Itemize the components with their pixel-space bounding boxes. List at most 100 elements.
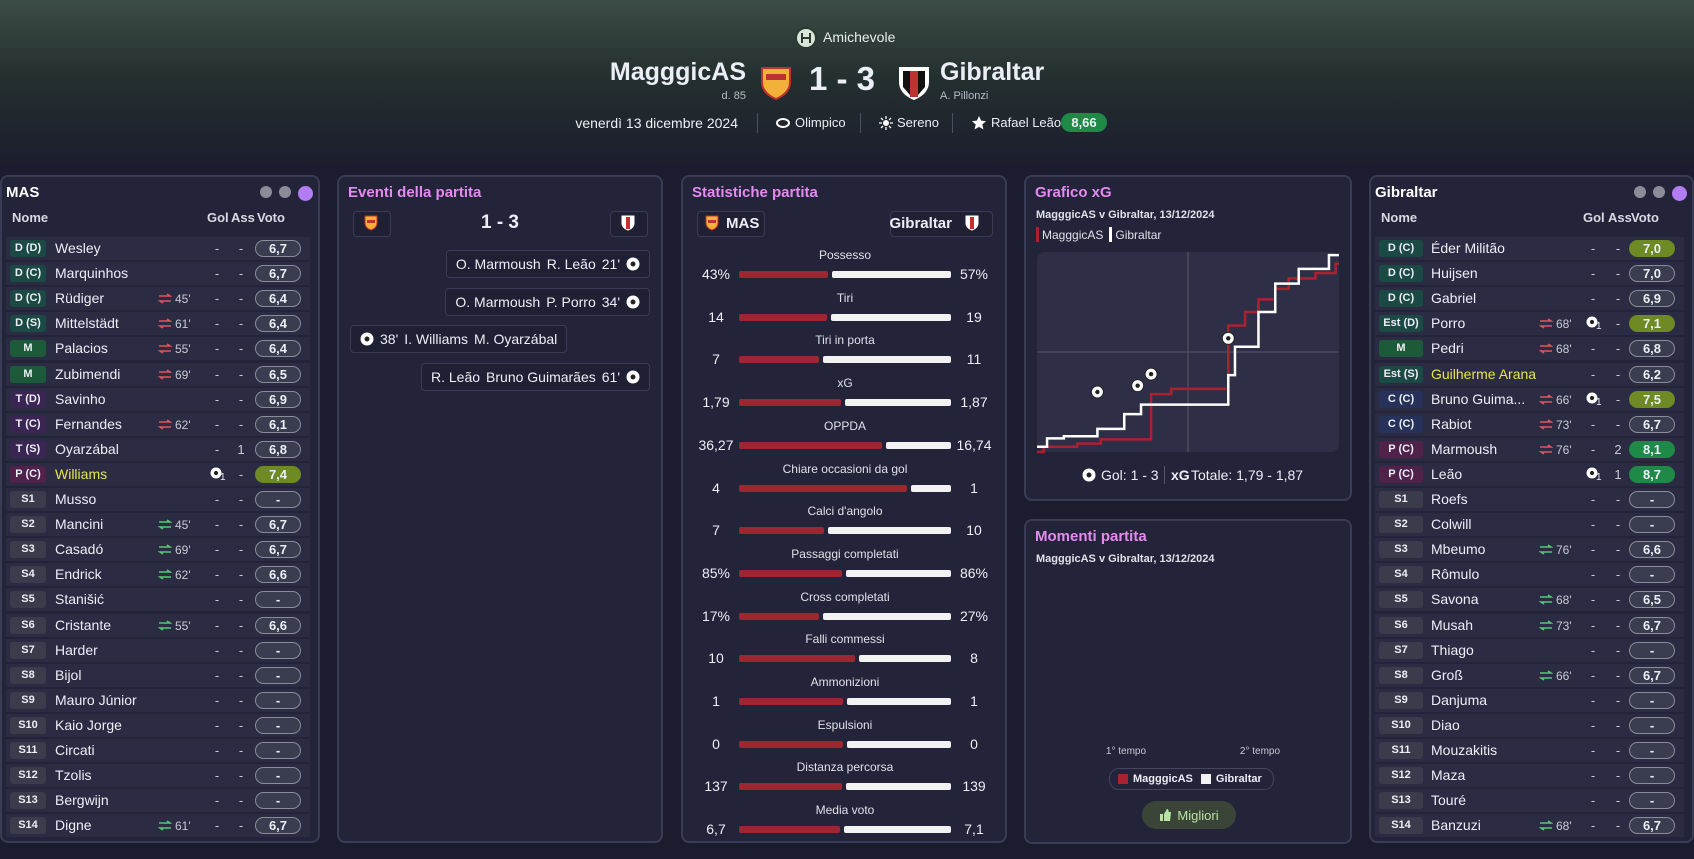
stat-label: Espulsioni (817, 717, 873, 732)
stat-bar-home (739, 527, 825, 535)
position-badge: S3 (10, 541, 46, 559)
header-ass: Ass (231, 210, 255, 225)
stat-label: OPPDA (823, 418, 866, 433)
event-scorer: O. Marmoush (455, 293, 541, 310)
position-badge: S1 (10, 491, 46, 508)
half-label: 1° tempo (1105, 746, 1147, 757)
ass: - (238, 667, 244, 683)
stat-home: 10 (708, 650, 724, 667)
stat-home: 17% (701, 607, 731, 624)
sub-icon (1539, 544, 1553, 555)
away-manager: A. Pillonzi (940, 90, 989, 102)
best-button[interactable]: Migliori (1142, 801, 1236, 829)
position-badge: D (C) (10, 290, 46, 308)
ass: - (1615, 743, 1621, 758)
player-row (6, 588, 310, 612)
gol: - (1590, 717, 1596, 733)
stat-label: Chiare occasioni da gol (782, 461, 908, 476)
player-name: Porro (1431, 315, 1466, 332)
player-name: Digne (55, 817, 92, 834)
rating-badge: 8,1 (1629, 440, 1675, 458)
player-name: Stanišić (55, 591, 105, 608)
player-row (6, 789, 310, 813)
position-badge: P (C) (10, 465, 46, 483)
ass: - (238, 592, 244, 608)
rating-badge: - (255, 691, 301, 709)
ass: - (1615, 818, 1621, 834)
rating-badge: 6,1 (255, 415, 301, 433)
panel-dot (279, 186, 291, 198)
crest (705, 215, 719, 231)
position-badge: S13 (10, 792, 46, 810)
stat-home: 7 (712, 351, 720, 368)
stat-bar-away (910, 484, 951, 492)
gol: - (214, 818, 220, 834)
position-badge: D (S) (10, 315, 46, 333)
rating-badge: - (255, 716, 301, 734)
ass: 1 (237, 441, 245, 457)
half-label: 2° tempo (1239, 746, 1281, 757)
rating-badge: 8,7 (1629, 465, 1675, 483)
sub-icon (1539, 393, 1553, 405)
player-name: Banzuzi (1431, 817, 1481, 834)
position-badge: D (D) (10, 240, 46, 257)
gol: - (1590, 818, 1596, 834)
gol: - (214, 241, 220, 256)
sub-minute: 62' (175, 417, 191, 432)
stat-bar-away (843, 826, 951, 834)
weather-icon (879, 116, 893, 130)
ass: - (238, 291, 244, 307)
player-row (1375, 638, 1684, 662)
ball-patch (1589, 395, 1595, 400)
gol: - (1590, 291, 1596, 307)
gol: - (1590, 441, 1596, 457)
sub-icon (1539, 318, 1553, 329)
player-name: Marquinhos (55, 265, 129, 282)
chart-subtitle: MagggicAS v Gibraltar, 13/12/2024 (1036, 209, 1215, 221)
rating-badge: - (255, 641, 301, 659)
stat-bar-away (846, 569, 951, 577)
thumb (1160, 809, 1172, 821)
sub-arrow (158, 519, 172, 530)
rating-badge: 6,7 (1629, 666, 1675, 684)
ass: - (1615, 391, 1621, 407)
home-team: MagggicAS (609, 58, 746, 86)
separator (757, 113, 758, 133)
sub-icon (158, 419, 172, 430)
stat-bar-away (847, 740, 951, 748)
player-name: Leão (1431, 465, 1463, 482)
player-row (6, 563, 310, 587)
stat-home: 36,27 (698, 436, 734, 453)
player-name: Mouzakitis (1431, 742, 1498, 758)
event-assist: P. Porro (546, 293, 596, 310)
position-badge: S2 (1379, 516, 1423, 534)
player-name: Rômulo (1431, 566, 1480, 583)
ass: - (238, 416, 244, 432)
sub-arrow (158, 569, 172, 580)
position-badge: S4 (1379, 566, 1423, 584)
thumb-icon (1160, 809, 1172, 821)
stat-bar-away (847, 698, 951, 705)
player-name: Mbeumo (1431, 541, 1486, 558)
header-voto: Voto (1631, 210, 1659, 225)
rating-badge: - (1629, 491, 1675, 508)
ass: - (238, 642, 244, 658)
rating-badge: 6,7 (255, 240, 301, 257)
rating-badge: - (255, 742, 301, 759)
position-badge: S7 (1379, 641, 1423, 659)
ball-patch (630, 299, 636, 304)
player-row (6, 362, 310, 386)
position-badge: S9 (1379, 691, 1423, 709)
position-badge: S4 (10, 566, 46, 584)
sub-icon (1539, 444, 1553, 455)
position-badge: S8 (10, 666, 46, 684)
event-assist: M. Oyarzábal (474, 331, 558, 347)
player-row (1375, 237, 1684, 260)
sub-arrow (1539, 318, 1553, 329)
rating-badge: 6,9 (255, 390, 301, 408)
event-minute: 34' (601, 293, 620, 310)
ass: - (1615, 366, 1621, 382)
sub-arrow (158, 318, 172, 329)
gol: - (214, 316, 220, 332)
rating-badge: 7,4 (255, 465, 301, 483)
